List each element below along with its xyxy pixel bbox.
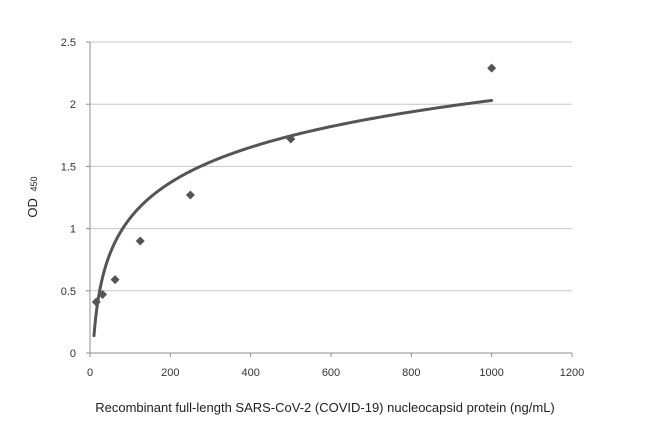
data-point (487, 63, 497, 73)
data-point (286, 134, 296, 144)
x-tick-label: 1200 (560, 367, 584, 379)
y-axis-title: OD 450 (25, 176, 40, 217)
grid (90, 41, 572, 292)
data-point (135, 236, 145, 246)
x-tick-label: 600 (322, 367, 340, 379)
y-axis-title-subscript: 450 (29, 176, 39, 191)
x-tick-label: 200 (161, 367, 179, 379)
y-tick-label: 2.5 (61, 37, 76, 49)
data-point (110, 275, 120, 285)
y-tick-label: 0.5 (61, 286, 76, 298)
x-tick-label: 0 (87, 367, 93, 379)
x-tick-label: 400 (241, 367, 259, 379)
data-point (185, 190, 195, 200)
y-tick-label: 2 (70, 99, 76, 111)
trendline-group (92, 98, 494, 338)
x-tick-label: 1000 (479, 367, 503, 379)
data-point (98, 290, 108, 300)
y-axis-title-main: OD (25, 198, 40, 218)
data-point (91, 297, 101, 307)
tick-labels: 0 0.5 1 1.5 2 2.5 0 200 400 600 800 1000 1200 (61, 37, 585, 379)
x-axis-title: Recombinant full-length SARS-CoV-2 (COVI… (95, 400, 555, 415)
data-points (91, 63, 497, 307)
trendline (92, 98, 494, 338)
y-tick-label: 1 (70, 224, 76, 236)
y-tick-label: 1.5 (61, 161, 76, 173)
axes (86, 41, 573, 357)
y-tick-label: 0 (70, 348, 76, 360)
x-tick-label: 800 (402, 367, 420, 379)
